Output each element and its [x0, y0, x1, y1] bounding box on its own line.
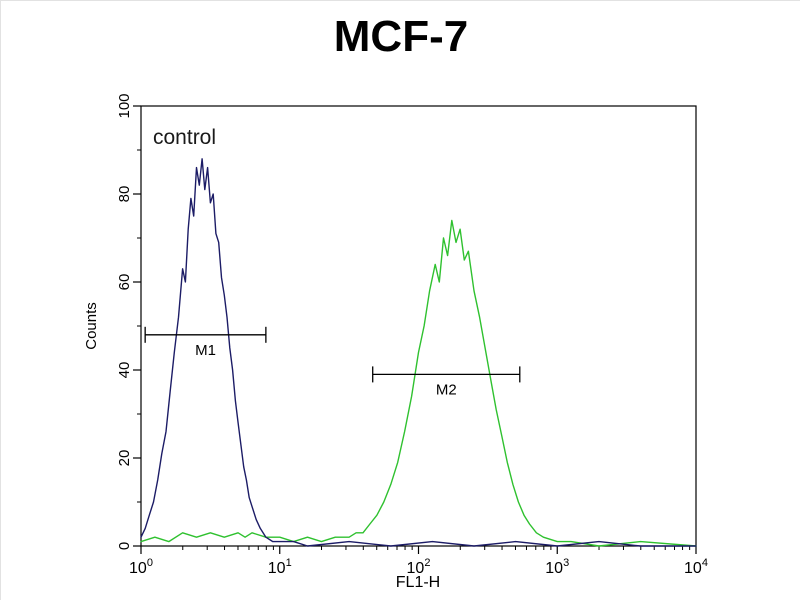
chart-title: MCF-7 [334, 12, 468, 61]
svg-text:80: 80 [116, 186, 133, 203]
svg-text:0: 0 [116, 542, 133, 550]
svg-text:M1: M1 [195, 342, 216, 359]
svg-text:104: 104 [684, 557, 708, 577]
plot-region: 0 20 40 60 80 100 100 101 102 103 104 M1 M2 [116, 93, 708, 577]
svg-text:40: 40 [116, 362, 133, 379]
svg-text:102: 102 [407, 557, 431, 577]
svg-text:100: 100 [129, 557, 153, 577]
svg-text:20: 20 [116, 450, 133, 467]
y-axis-label: Counts [83, 302, 100, 350]
svg-text:60: 60 [116, 274, 133, 291]
svg-text:103: 103 [545, 557, 569, 577]
svg-text:M2: M2 [436, 381, 457, 398]
svg-text:101: 101 [268, 557, 292, 577]
svg-text:100: 100 [116, 93, 133, 118]
control-annotation: control [153, 126, 216, 149]
x-axis-label: FL1-H [396, 574, 440, 591]
